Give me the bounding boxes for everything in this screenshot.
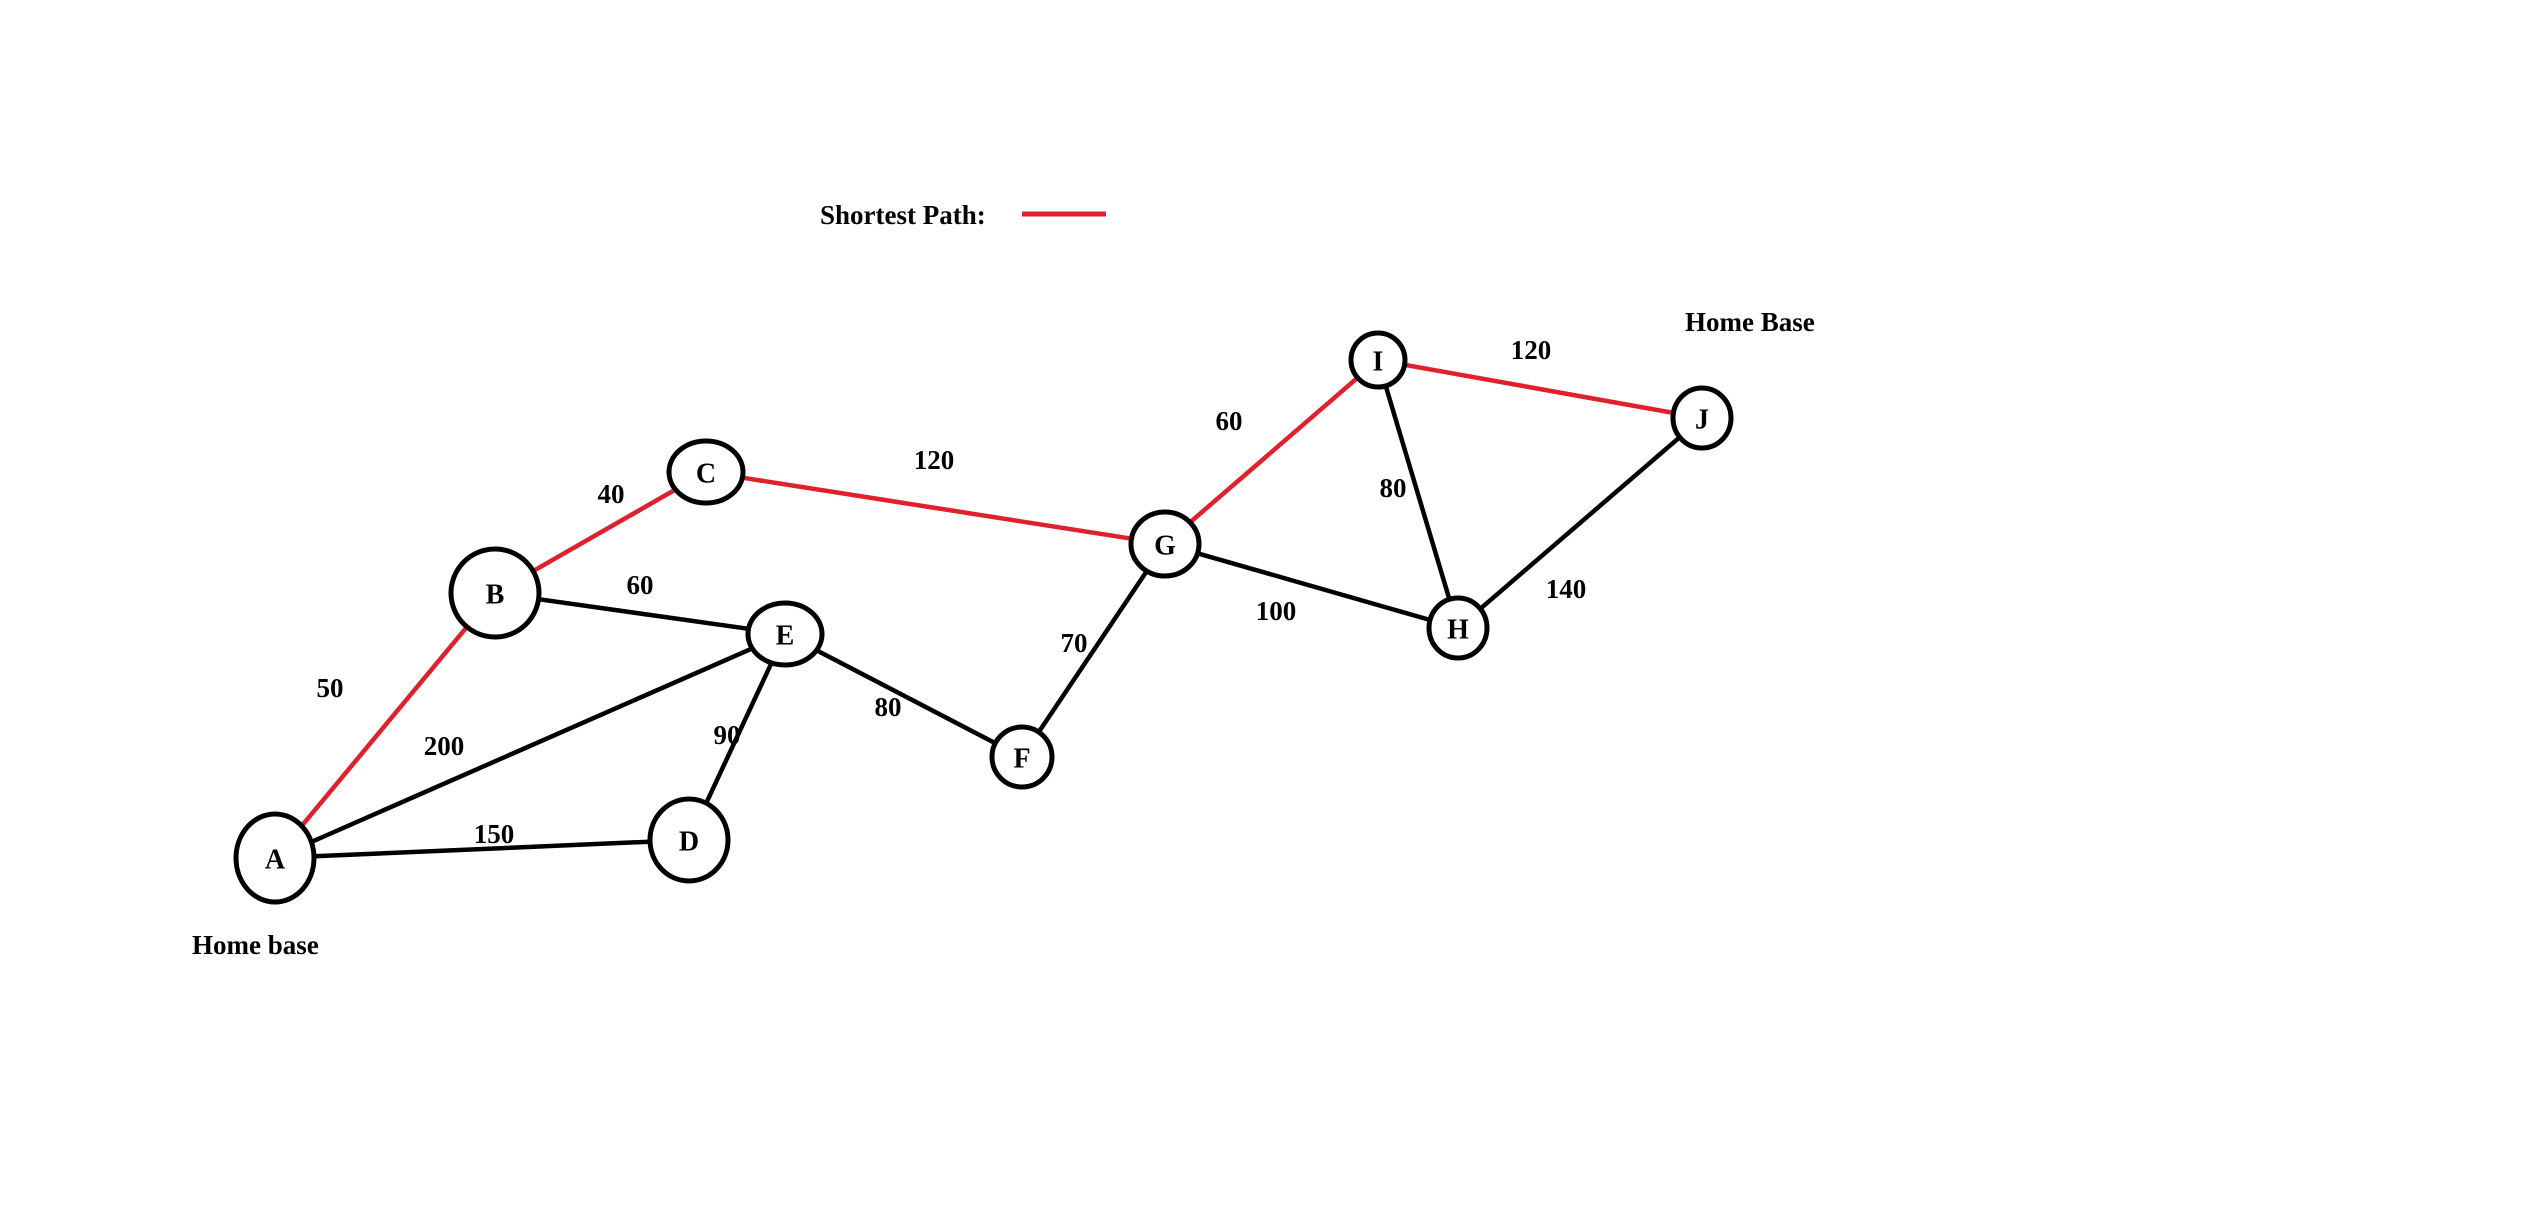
- node-circle-h: [1426, 595, 1490, 661]
- node-label-i: I: [1373, 347, 1384, 378]
- edge-weight-c-g: 120: [914, 445, 955, 475]
- node-circle-c: [666, 438, 746, 506]
- edge-e-d: [703, 660, 774, 806]
- node-label-j: J: [1695, 405, 1709, 436]
- node-circle-j: [1670, 385, 1734, 451]
- node-a: A: [233, 811, 317, 905]
- edge-i-h: [1383, 383, 1452, 602]
- node-circle-i: [1348, 330, 1408, 390]
- edge-weight-a-b: 50: [317, 673, 344, 703]
- edge-weights-layer: 50 200 150 40 60 90 80 120 70 60 100 80 120 140: [317, 335, 1587, 849]
- edge-e-f: [814, 648, 998, 746]
- edge-a-d: [311, 839, 653, 859]
- edge-weight-e-f: 80: [875, 692, 902, 722]
- node-j: J: [1670, 385, 1734, 451]
- node-i: I: [1348, 330, 1408, 390]
- node-label-f: F: [1013, 744, 1030, 775]
- node-circle-f: [989, 724, 1055, 790]
- annotations-layer: Home base Home Base: [192, 307, 1815, 960]
- edge-weight-i-j: 120: [1511, 335, 1552, 365]
- nodes-layer: A B C D E F G H I J: [233, 330, 1734, 905]
- edge-f-g: [1036, 568, 1150, 735]
- edge-weight-e-d: 90: [714, 720, 741, 750]
- node-b: B: [448, 546, 542, 640]
- edge-i-j: [1402, 362, 1676, 416]
- edge-a-b: [299, 624, 470, 829]
- legend: Shortest Path:: [820, 200, 1106, 230]
- edge-weight-b-c: 40: [598, 479, 625, 509]
- edges-layer: [299, 362, 1682, 859]
- edge-weight-g-i: 60: [1216, 406, 1243, 436]
- edge-c-g: [740, 475, 1134, 541]
- home-base-label-a: Home base: [192, 930, 319, 960]
- node-circle-e: [745, 600, 825, 668]
- edge-weight-f-g: 70: [1061, 628, 1088, 658]
- node-label-c: C: [696, 459, 716, 490]
- edge-weight-a-d: 150: [474, 819, 515, 849]
- node-d: D: [647, 796, 731, 884]
- edge-b-c: [530, 487, 678, 574]
- node-label-e: E: [776, 621, 795, 652]
- node-label-g: G: [1154, 531, 1176, 562]
- node-circle-b: [448, 546, 542, 640]
- edge-b-e: [536, 596, 751, 632]
- node-c: C: [666, 438, 746, 506]
- node-label-b: B: [486, 580, 505, 611]
- node-e: E: [745, 600, 825, 668]
- edge-g-h: [1195, 551, 1433, 623]
- node-circle-d: [647, 796, 731, 884]
- edge-weight-b-e: 60: [627, 570, 654, 600]
- node-g: G: [1128, 509, 1202, 579]
- node-label-a: A: [265, 845, 286, 876]
- node-circle-g: [1128, 509, 1202, 579]
- node-f: F: [989, 724, 1055, 790]
- edge-weight-h-j: 140: [1546, 574, 1587, 604]
- edge-weight-a-e: 200: [424, 731, 465, 761]
- edge-a-e: [309, 646, 755, 845]
- edge-h-j: [1478, 434, 1682, 612]
- node-circle-a: [233, 811, 317, 905]
- node-h: H: [1426, 595, 1490, 661]
- node-label-d: D: [679, 827, 699, 858]
- edge-weight-i-h: 80: [1380, 473, 1407, 503]
- node-label-h: H: [1447, 615, 1469, 646]
- edge-g-i: [1187, 375, 1360, 525]
- home-base-label-j: Home Base: [1685, 307, 1815, 337]
- edge-weight-g-h: 100: [1256, 596, 1297, 626]
- legend-label: Shortest Path:: [820, 200, 986, 230]
